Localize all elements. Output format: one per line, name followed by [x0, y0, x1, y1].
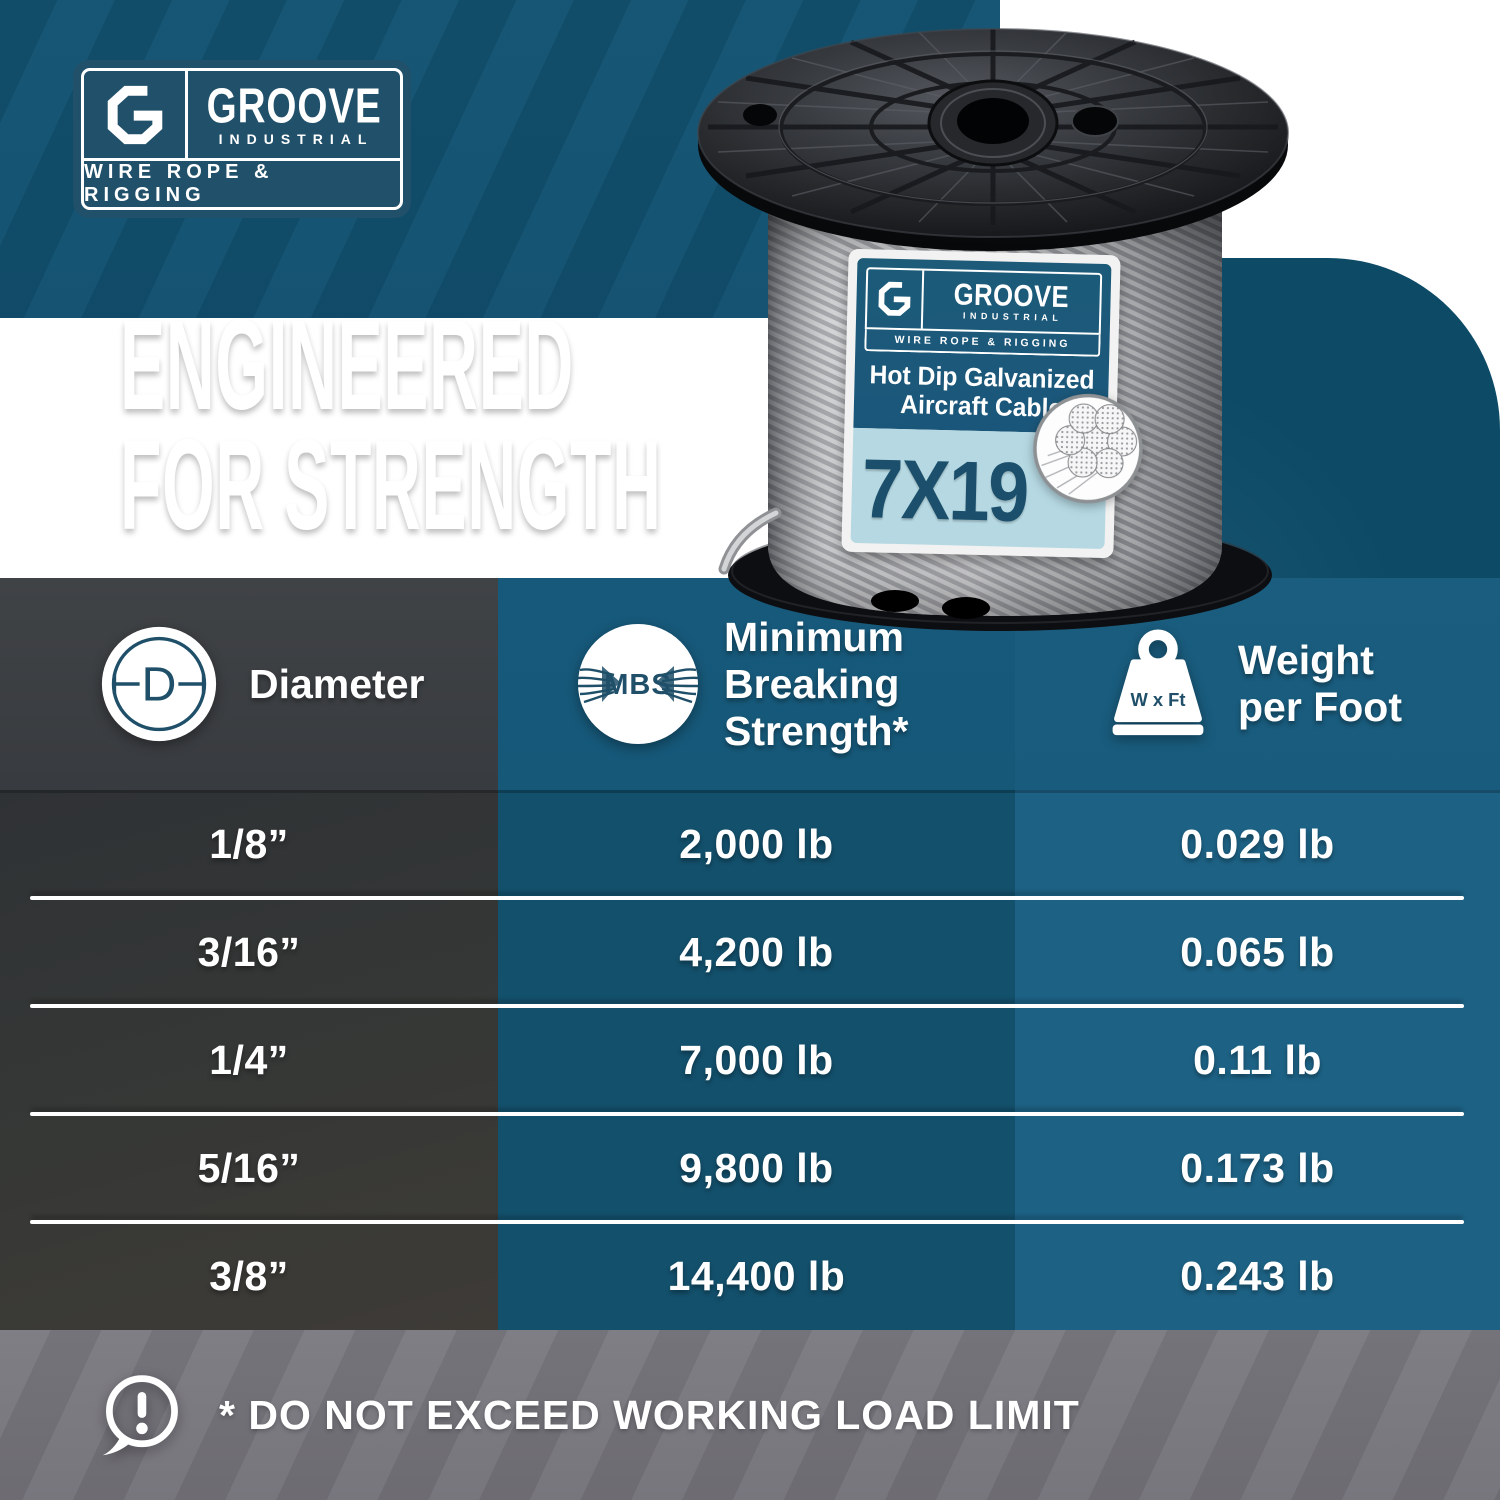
diameter-value: 3/16” — [197, 928, 301, 975]
header-diameter: D Diameter — [99, 578, 424, 790]
weight-value: 0.029 lb — [1180, 820, 1335, 867]
flange-hole — [942, 597, 990, 619]
footnote-band: * DO NOT EXCEED WORKING LOAD LIMIT — [0, 1330, 1500, 1500]
header-weight-label: Weight per Foot — [1238, 637, 1402, 730]
header-weight: W x Ft Weight per Foot — [1102, 578, 1402, 790]
diameter-value: 3/8” — [209, 1252, 289, 1299]
spool-hub-hole — [957, 98, 1029, 144]
brand-logo: GROOVE INDUSTRIAL WIRE ROPE & RIGGING — [73, 60, 411, 218]
row-divider — [30, 1004, 1464, 1008]
svg-text:MBS: MBS — [604, 669, 671, 701]
weight-value: 0.173 lb — [1180, 1144, 1335, 1191]
table-seam — [0, 790, 1500, 793]
diameter-column-bg — [0, 790, 498, 1330]
hero-line1: ENGINEERED — [120, 294, 574, 437]
mbs-icon: MBS — [577, 624, 699, 744]
weight-icon: W x Ft — [1112, 629, 1204, 736]
weight-value: 0.11 lb — [1193, 1036, 1322, 1083]
logo-tagline: WIRE ROPE & RIGGING — [84, 161, 274, 206]
weight-value: 0.243 lb — [1180, 1252, 1335, 1299]
mbs-value: 4,200 lb — [679, 928, 834, 975]
header-mbs-label: Minimum Breaking Strength* — [724, 613, 909, 754]
flange-top-hole — [1071, 105, 1119, 137]
flange-top-hole — [743, 104, 777, 126]
mbs-value: 7,000 lb — [679, 1036, 834, 1083]
mbs-value: 14,400 lb — [667, 1252, 846, 1299]
label-navy-panel: GROOVE INDUSTRIAL WIRE ROPE & RIGGING Ho… — [853, 257, 1112, 434]
diameter-value: 5/16” — [197, 1144, 301, 1191]
hero-line2: FOR STRENGTH — [120, 414, 662, 557]
mbs-value: 9,800 lb — [679, 1144, 834, 1191]
table-headers: D Diameter MBS Minimum — [0, 578, 1500, 790]
brand-logo-frame: GROOVE INDUSTRIAL WIRE ROPE & RIGGING — [81, 68, 403, 210]
groove-g-icon — [107, 85, 162, 144]
row-divider — [30, 1220, 1464, 1224]
mbs-column-bg — [498, 790, 1015, 1330]
header-mbs: MBS Minimum Breaking Strength* — [576, 578, 909, 790]
logo-sub: INDUSTRIAL — [218, 131, 374, 147]
header-diameter-label: Diameter — [249, 660, 425, 707]
svg-text:D: D — [142, 657, 177, 711]
mbs-value: 2,000 lb — [679, 820, 834, 867]
groove-g-icon — [878, 281, 911, 316]
weight-value: 0.065 lb — [1180, 928, 1335, 975]
svg-text:W x Ft: W x Ft — [1131, 689, 1186, 710]
table-row: 3/8” 14,400 lb 0.243 lb — [0, 1222, 1500, 1330]
logo-name: GROOVE — [206, 77, 382, 134]
table-row: 1/4” 7,000 lb 0.11 lb — [0, 1006, 1500, 1114]
spool-top-flange — [697, 28, 1289, 251]
cable-label: GROOVE INDUSTRIAL WIRE ROPE & RIGGING Ho… — [841, 248, 1143, 559]
footnote-text: * DO NOT EXCEED WORKING LOAD LIMIT — [219, 1391, 1080, 1438]
flange-hole — [871, 590, 919, 612]
cable-spool-photo: GROOVE INDUSTRIAL WIRE ROPE & RIGGING Ho… — [670, 15, 1315, 675]
label-tagline: WIRE ROPE & RIGGING — [864, 329, 1101, 357]
diameter-value: 1/4” — [209, 1036, 289, 1083]
diameter-value: 1/8” — [209, 820, 289, 867]
label-brand: GROOVE — [953, 277, 1070, 314]
header-gray-column-bg — [0, 578, 498, 790]
table-row: 5/16” 9,800 lb 0.173 lb — [0, 1114, 1500, 1222]
weight-column-bg — [1015, 790, 1500, 1330]
label-construction: 7X19 — [860, 440, 1029, 539]
cable-cross-section-icon — [1033, 393, 1143, 504]
hero-headline: ENGINEERED FOR STRENGTH — [120, 294, 662, 557]
row-divider — [30, 896, 1464, 900]
table-row: 1/8” 2,000 lb 0.029 lb — [0, 790, 1500, 898]
warning-icon — [102, 1375, 178, 1456]
diameter-icon: D — [101, 626, 217, 742]
row-divider — [30, 1112, 1464, 1116]
spec-table-body: 1/8” 2,000 lb 0.029 lb 3/16” 4,200 lb 0.… — [0, 790, 1500, 1330]
table-row: 3/16” 4,200 lb 0.065 lb — [0, 898, 1500, 1006]
